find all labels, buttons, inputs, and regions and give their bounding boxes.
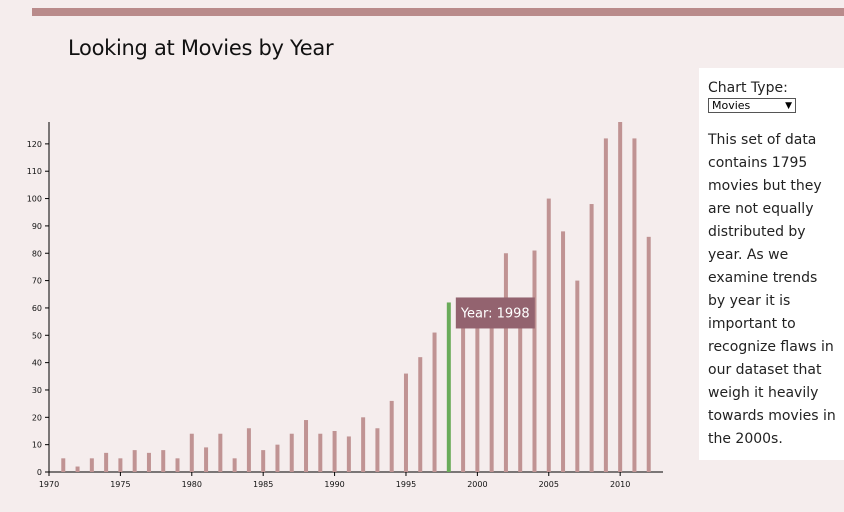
y-tick: 20 (32, 413, 49, 422)
bar (246, 428, 251, 472)
bar (146, 452, 151, 472)
y-tick: 120 (27, 140, 49, 149)
y-tick-label: 120 (27, 140, 42, 149)
bar (603, 138, 608, 472)
x-tick: 2000 (467, 472, 488, 489)
bar (503, 253, 508, 472)
bar (204, 447, 209, 472)
y-tick: 30 (32, 386, 49, 395)
highlighted-bar (446, 302, 451, 472)
y-tick-label: 100 (27, 195, 42, 204)
description-text: This set of data contains 1795 movies bu… (708, 132, 836, 447)
bar (61, 458, 66, 472)
movies-by-year-chart: 0 10 20 30 40 50 60 70 80 90 100 110 120 1970 1975 1980… (27, 122, 663, 489)
tooltip-box (455, 297, 535, 329)
bar (118, 458, 123, 472)
bar (646, 236, 651, 472)
y-tick: 40 (32, 359, 49, 368)
y-tick-label: 10 (32, 441, 42, 450)
x-tick-label: 2010 (610, 480, 630, 489)
chart-type-value: Movies (712, 99, 751, 112)
bar (632, 138, 637, 472)
x-tick: 2005 (539, 472, 559, 489)
bar (161, 450, 166, 472)
bar (89, 458, 94, 472)
chart-area: 0 10 20 30 40 50 60 70 80 90 100 110 120 1970 1975 1980… (0, 100, 700, 508)
bar (561, 231, 566, 472)
bar (461, 321, 466, 472)
x-tick: 1990 (324, 472, 345, 489)
x-tick: 1970 (39, 472, 59, 489)
bar (304, 420, 309, 472)
bar (575, 280, 580, 472)
y-tick: 0 (37, 468, 49, 477)
chart-type-select[interactable]: Movies ▼ (708, 98, 796, 113)
x-tick: 1980 (182, 472, 202, 489)
x-tick-label: 2000 (467, 480, 487, 489)
y-tick-label: 40 (32, 359, 42, 368)
y-tick: 80 (32, 249, 49, 258)
bar (532, 250, 537, 472)
y-tick-label: 30 (32, 386, 42, 395)
bar (104, 452, 109, 472)
y-tick: 10 (32, 441, 49, 450)
x-tick-label: 1985 (253, 480, 273, 489)
y-tick-label: 60 (32, 304, 42, 313)
x-tick: 1985 (253, 472, 273, 489)
bar (232, 458, 237, 472)
bar (389, 400, 394, 472)
bar (75, 466, 80, 472)
bar (318, 433, 323, 472)
chevron-down-icon: ▼ (785, 100, 792, 111)
tooltip-text: Year: 1998 (460, 306, 530, 321)
bar (218, 433, 223, 472)
y-tick-label: 20 (32, 413, 42, 422)
bar (546, 198, 551, 472)
x-tick-label: 2005 (539, 480, 559, 489)
y-tick: 50 (32, 331, 49, 340)
tooltip: Year: 1998 (455, 297, 535, 329)
bar (432, 332, 437, 472)
bar (189, 433, 194, 472)
bar (589, 204, 594, 472)
x-tick: 1975 (110, 472, 131, 489)
y-tick-label: 50 (32, 331, 42, 340)
x-tick-label: 1990 (324, 480, 344, 489)
bar (418, 357, 423, 472)
bar (475, 318, 480, 472)
bar (275, 444, 280, 472)
side-panel: Chart Type: Movies ▼ This set of data co… (699, 68, 844, 460)
bar (618, 122, 623, 472)
bar (403, 373, 408, 472)
x-tick-label: 1980 (182, 480, 202, 489)
y-tick: 70 (32, 277, 49, 286)
bar (332, 430, 337, 472)
x-tick-label: 1995 (396, 480, 416, 489)
x-tick: 2010 (610, 472, 630, 489)
bar (346, 436, 351, 472)
chart-type-label: Chart Type: (708, 80, 788, 96)
bar (289, 433, 294, 472)
y-tick-label: 0 (37, 468, 42, 477)
x-tick: 1995 (396, 472, 416, 489)
y-tick-label: 80 (32, 249, 42, 258)
y-tick: 90 (32, 222, 49, 231)
y-tick: 60 (32, 304, 49, 313)
y-tick-label: 90 (32, 222, 42, 231)
x-tick-label: 1975 (110, 480, 130, 489)
y-tick: 100 (27, 195, 49, 204)
y-tick: 110 (27, 167, 49, 176)
x-tick-label: 1970 (39, 480, 59, 489)
page-title: Looking at Movies by Year (68, 36, 334, 60)
bar (132, 450, 137, 472)
y-tick-label: 110 (27, 167, 42, 176)
bar (489, 307, 494, 472)
bar (361, 417, 366, 472)
bar (375, 428, 380, 472)
y-tick-label: 70 (32, 277, 42, 286)
bar (175, 458, 180, 472)
header-band (32, 8, 844, 16)
bar (518, 316, 523, 472)
bar (261, 450, 266, 472)
